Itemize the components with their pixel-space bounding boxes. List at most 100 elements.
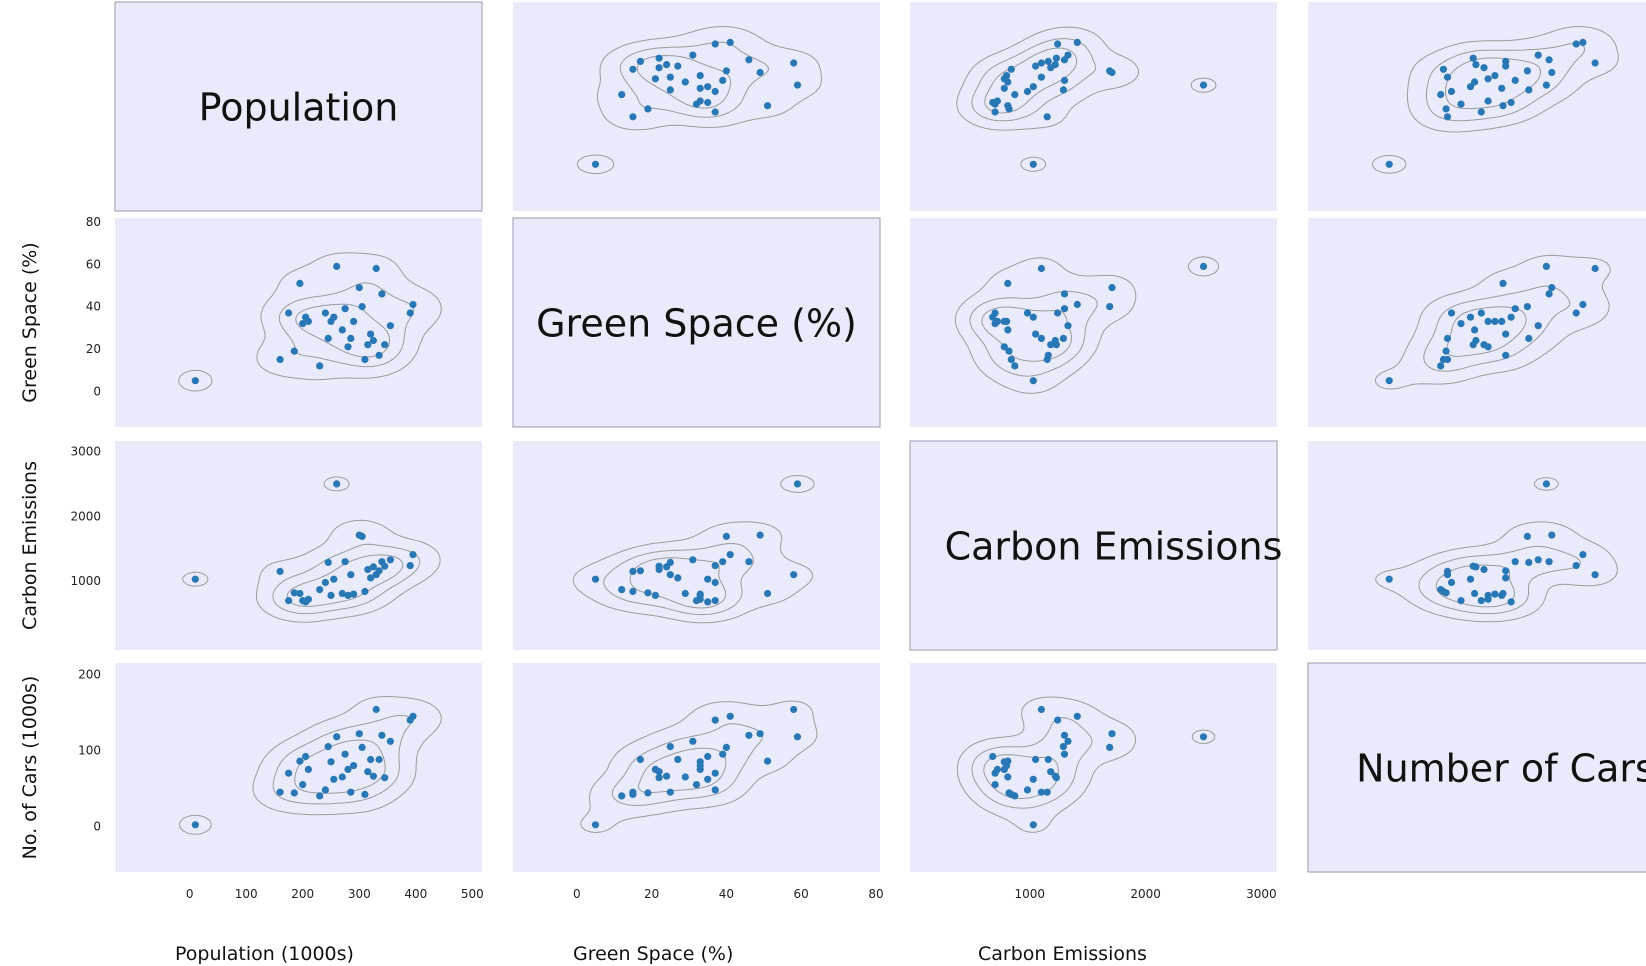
data-point — [1502, 567, 1510, 575]
data-point — [1548, 531, 1556, 539]
data-point — [1385, 160, 1393, 168]
kde-contour-2 — [1423, 285, 1571, 372]
data-point — [719, 750, 727, 758]
data-point — [290, 789, 298, 797]
data-point — [591, 160, 600, 168]
data-point — [993, 97, 1002, 105]
data-point — [1480, 64, 1488, 72]
data-point — [1471, 326, 1479, 334]
scatter-pop-vs-cars — [1371, 26, 1619, 174]
scatter-pop-vs-carbon — [956, 26, 1217, 172]
data-point — [316, 362, 324, 370]
y-axis-label-green: Green Space (%) — [19, 242, 41, 402]
data-point — [1525, 86, 1533, 94]
x-axis-label-pop: Population (1000s) — [175, 943, 354, 965]
data-point — [344, 765, 352, 774]
data-point — [1545, 56, 1553, 64]
data-point — [1548, 284, 1556, 292]
data-point — [674, 574, 682, 582]
scatter-panel-cars-vs-carbon — [910, 663, 1277, 872]
x-tick-label: 60 — [794, 887, 809, 901]
data-point — [1469, 54, 1477, 62]
kde-contour-1 — [1371, 26, 1619, 174]
data-point — [361, 587, 369, 596]
data-point — [1477, 597, 1485, 605]
data-point — [1199, 262, 1208, 270]
data-point — [409, 712, 417, 720]
y-tick-label: 40 — [86, 300, 101, 314]
y-tick-label: 20 — [86, 342, 101, 356]
data-point — [719, 558, 727, 566]
data-point — [191, 821, 199, 829]
data-point — [655, 774, 663, 782]
kde-contour-2 — [603, 543, 754, 616]
kde-contour-1 — [956, 26, 1217, 172]
x-tick-label: 0 — [186, 887, 194, 901]
data-point — [764, 757, 772, 765]
diagonal-label-carbon: Carbon Emissions — [945, 525, 1283, 569]
data-point — [663, 563, 671, 571]
data-point — [409, 300, 417, 309]
data-point — [1523, 67, 1531, 75]
data-point — [1437, 91, 1445, 99]
data-point — [1447, 87, 1456, 96]
data-point — [191, 377, 199, 385]
data-point — [666, 571, 674, 579]
data-point — [1437, 362, 1445, 370]
data-point — [1073, 38, 1081, 47]
data-point — [1534, 51, 1542, 59]
data-point — [1003, 317, 1011, 325]
data-point — [321, 309, 329, 317]
data-point — [1442, 347, 1450, 355]
data-point — [756, 531, 764, 539]
data-point — [726, 551, 734, 559]
data-point — [989, 752, 997, 761]
x-axis-label-carbon: Carbon Emissions — [978, 943, 1147, 965]
data-point — [296, 757, 304, 765]
data-point — [666, 86, 674, 94]
data-point — [1044, 755, 1052, 764]
data-point — [1029, 775, 1037, 783]
data-point — [355, 284, 363, 292]
data-point — [711, 597, 719, 605]
data-point — [1591, 59, 1599, 67]
data-point — [651, 591, 660, 600]
data-point — [1511, 76, 1519, 84]
data-point — [1060, 750, 1069, 758]
data-point — [1466, 575, 1475, 583]
data-point — [704, 775, 712, 783]
data-point — [790, 59, 798, 67]
scatter-panel-pop-vs-carbon — [910, 2, 1277, 211]
data-point — [1534, 556, 1542, 564]
scatter-carbon-vs-pop — [182, 476, 441, 623]
data-point — [1498, 591, 1506, 600]
data-point — [364, 565, 372, 574]
data-point — [1108, 730, 1116, 738]
data-point — [302, 752, 310, 761]
data-point — [341, 750, 349, 758]
data-point — [285, 597, 293, 605]
data-point — [330, 775, 338, 783]
data-point — [350, 762, 358, 770]
data-point — [1023, 87, 1032, 96]
data-point — [704, 575, 712, 583]
data-point — [689, 51, 697, 59]
kde-contour-1 — [956, 696, 1216, 833]
data-point — [1469, 341, 1477, 349]
data-point — [1466, 313, 1475, 321]
data-point — [338, 773, 346, 781]
data-point — [1064, 322, 1072, 330]
data-point — [663, 772, 671, 780]
data-point — [1443, 571, 1452, 579]
x-tick-label: 20 — [644, 887, 659, 901]
data-point — [629, 113, 637, 121]
data-point — [1484, 97, 1492, 105]
data-point — [663, 61, 671, 69]
data-point — [1457, 100, 1465, 108]
data-point — [406, 309, 414, 317]
diagonal-label-green: Green Space (%) — [536, 302, 857, 346]
diagonal-panel-carbon — [909, 440, 1278, 651]
data-point — [711, 562, 719, 570]
scatter-cars-vs-carbon — [956, 696, 1216, 833]
data-point — [655, 64, 663, 72]
